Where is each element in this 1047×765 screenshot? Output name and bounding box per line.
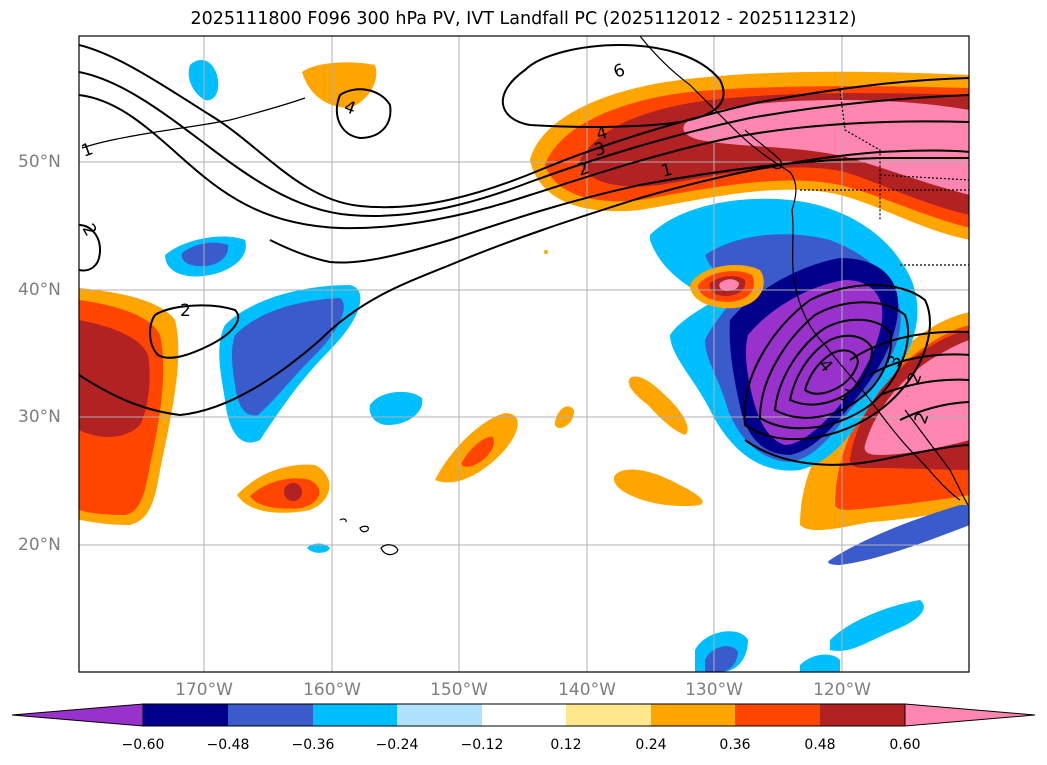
neg-patch-6-inner [705, 646, 738, 672]
contour-loop-1 [743, 284, 931, 441]
colorbar-tick: −0.12 [460, 737, 504, 753]
contour-loop-3 [773, 318, 892, 419]
colorbar-tick: −0.36 [291, 737, 335, 753]
pos-patch-6 [628, 376, 688, 435]
contour-c [79, 94, 969, 230]
lon-label-150w: 150°W [430, 680, 488, 700]
contour-outer-4 [879, 378, 969, 396]
hawaii-island-2 [339, 518, 347, 523]
contour-loop-2 [758, 301, 910, 430]
contour-i [149, 304, 240, 359]
colorbar-bin [651, 704, 735, 726]
lon-label-130w: 130°W [685, 680, 743, 700]
lon-label-120w: 120°W [813, 680, 871, 700]
baja-coast [904, 409, 969, 506]
contour-label: 4 [594, 123, 610, 145]
colorbar-bin [313, 704, 397, 726]
colorbar [11, 703, 1036, 727]
lat-label-20n: 20°N [18, 535, 61, 555]
contour-d [79, 149, 969, 417]
west-lobe-darkred [79, 320, 150, 437]
colorbar-tick: 0.36 [719, 737, 751, 753]
border-state [839, 89, 881, 220]
colorbar-tick: −0.24 [375, 737, 419, 753]
hawaii-main [380, 544, 399, 556]
colorbar-bin [143, 704, 228, 726]
colorbar-tick: 0.12 [550, 737, 582, 753]
contour-f [501, 43, 725, 128]
west-coast-us [791, 209, 961, 501]
colorbar-tick: −0.60 [121, 737, 165, 753]
pos-patch-4-pink [719, 279, 739, 291]
colorbar-frame [142, 703, 906, 727]
colorbar-bin [482, 704, 566, 726]
neg-patch-1-inner [181, 242, 229, 267]
colorbar-bin [735, 704, 820, 726]
border-state-3 [900, 264, 969, 266]
neg-patch-5 [830, 600, 924, 651]
neg-patch-3 [369, 391, 423, 425]
contour-label: 1 [79, 139, 96, 161]
contour-label: 3 [592, 139, 608, 161]
positive-band-pink [683, 100, 969, 195]
pv-contours [79, 43, 969, 466]
lon-label-140w: 140°W [558, 680, 616, 700]
pos-patch-8 [544, 250, 548, 254]
border-state-2 [879, 174, 969, 181]
neg-patch-7 [800, 654, 840, 672]
contour-outer-3 [869, 353, 969, 376]
colorbar-bin [566, 704, 651, 726]
colorbar-extend-left [11, 703, 144, 727]
aleutian-chain [81, 97, 306, 149]
map-title: 2025111800 F096 300 hPa PV, IVT Landfall… [190, 9, 857, 29]
lat-label-30n: 30°N [18, 407, 61, 427]
neg-patch-4 [828, 505, 969, 565]
alaska-coast [639, 36, 797, 211]
lon-label-160w: 160°W [303, 680, 361, 700]
lon-label-170w: 170°W [175, 680, 233, 700]
contour-label: 1 [659, 160, 675, 182]
contour-outer-1 [744, 439, 969, 466]
lat-label-40n: 40°N [18, 280, 61, 300]
colorbar-tick: 0.60 [889, 737, 921, 753]
coastlines [81, 36, 969, 556]
colorbar-extend-right [904, 703, 1036, 727]
contour-b [79, 71, 969, 217]
contour-g [335, 88, 392, 140]
colorbar-bin [397, 704, 482, 726]
pos-patch-1 [302, 62, 377, 108]
graticule [79, 36, 969, 672]
pos-patch-3-core [284, 483, 302, 501]
map-frame [78, 35, 970, 673]
contour-loop-5 [803, 349, 860, 395]
neg-patch-8 [307, 543, 330, 553]
contour-h [79, 224, 102, 272]
ivt-shading [79, 60, 969, 672]
neg-patch-2 [188, 60, 219, 101]
colorbar-tick: 0.24 [635, 737, 667, 753]
vancouver-island [744, 129, 783, 170]
pos-patch-5 [613, 469, 703, 507]
contour-e [269, 157, 969, 264]
lat-label-50n: 50°N [18, 152, 61, 172]
pos-patch-2-inner [461, 436, 494, 467]
contour-a [79, 44, 969, 209]
colorbar-bin [820, 704, 905, 726]
colorbar-bin [228, 704, 313, 726]
contour-outer-5 [899, 401, 969, 421]
contour-label: 2 [180, 301, 191, 321]
contour-label: 6 [611, 60, 628, 82]
contour-outer-2 [849, 330, 969, 361]
hawaii-island-1 [359, 525, 369, 533]
colorbar-tick: 0.48 [804, 737, 836, 753]
colorbar-tick: −0.48 [206, 737, 250, 753]
